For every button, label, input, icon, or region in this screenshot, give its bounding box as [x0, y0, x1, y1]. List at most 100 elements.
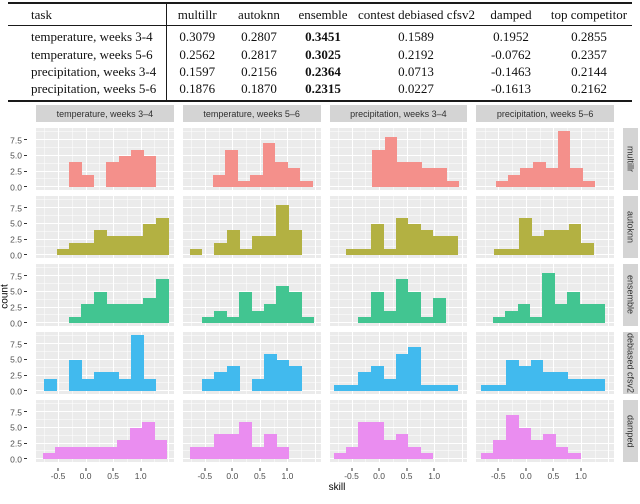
x-tick-label: 0.5 — [400, 471, 413, 481]
gridline-major-h — [476, 222, 614, 224]
gridline-major-v — [204, 196, 206, 258]
y-tick-label: 0.0 — [10, 249, 22, 260]
x-tick-mark — [406, 468, 408, 471]
histogram-bar — [383, 440, 397, 460]
gridline-major-h — [36, 186, 174, 188]
histogram-bar — [432, 384, 446, 392]
histogram-bar — [239, 291, 253, 324]
value-cell: 0.2162 — [571, 81, 607, 97]
histogram-bar — [81, 174, 95, 188]
gridline-major-h — [329, 426, 468, 428]
gridline-minor-h — [476, 131, 614, 133]
histogram-bar — [129, 427, 143, 460]
histogram-bar — [493, 384, 507, 392]
y-tick-label: 7.5 — [10, 406, 22, 417]
y-axis-ticks-row-1: 0.0 2.5 5.0 7.5 — [2, 196, 27, 260]
gridline-major-h — [182, 207, 321, 209]
gridline-minor-h — [329, 335, 468, 337]
table-header-cell-0: task — [8, 3, 167, 26]
gridline-major-v — [434, 264, 436, 326]
gridline-minor-v — [99, 400, 101, 462]
x-tick-label: 0.5 — [253, 471, 266, 481]
histogram-bar — [567, 291, 580, 324]
histogram-panel-r4-c0 — [36, 400, 174, 462]
gridline-minor-v — [154, 264, 156, 326]
gridline-major-v — [58, 332, 60, 394]
histogram-panel-r2-c2 — [329, 264, 468, 326]
value-cell: 0.1870 — [241, 81, 277, 97]
gridline-major-v — [525, 264, 527, 326]
histogram-bar — [264, 304, 277, 324]
gridline-major-h — [329, 411, 468, 413]
gridline-major-h — [36, 343, 174, 345]
histogram-bar — [370, 223, 384, 256]
histogram-panel-r0-c3 — [476, 128, 614, 190]
histogram-bar — [591, 304, 605, 324]
histogram-panel-r1-c1 — [182, 196, 321, 258]
gridline-major-v — [259, 264, 261, 326]
gridline-major-h — [182, 139, 321, 141]
histogram-bar — [69, 359, 82, 392]
gridline-minor-v — [420, 400, 422, 462]
histogram-bar — [81, 304, 95, 324]
histogram-bar — [276, 446, 290, 460]
gridline-minor-v — [44, 400, 46, 462]
table-row-1: temperature, weeks 5-6 0.2562 0.2817 0.3025… — [8, 45, 632, 63]
histogram-bar — [543, 434, 556, 460]
histogram-bar — [131, 334, 144, 392]
histogram-bar — [409, 162, 423, 188]
x-tick-label: -0.5 — [50, 471, 66, 481]
histogram-bar — [106, 372, 120, 392]
histogram-bar — [395, 353, 409, 392]
gridline-major-v — [140, 264, 142, 326]
histogram-bar — [264, 236, 277, 256]
gridline-minor-v — [447, 332, 449, 394]
histogram-bar — [446, 180, 460, 188]
gridline-minor-v — [246, 196, 248, 258]
gridline-major-h — [329, 139, 468, 141]
histogram-bar — [214, 310, 228, 324]
histogram-bar — [531, 236, 545, 256]
histogram-bar — [532, 162, 546, 188]
y-tick-mark — [24, 222, 27, 224]
histogram-bar — [118, 155, 132, 188]
histogram-bar — [481, 452, 494, 460]
histogram-bar — [131, 304, 144, 324]
histogram-bar — [226, 230, 240, 256]
facet-column-strip-3: precipitation, weeks 5–6 — [476, 105, 614, 122]
histogram-bar — [333, 384, 347, 392]
y-tick-label: 2.5 — [10, 438, 22, 449]
histogram-panel-r4-c3 — [476, 400, 614, 462]
gridline-minor-v — [484, 332, 486, 394]
gridline-minor-v — [365, 264, 367, 326]
gridline-major-v — [204, 264, 206, 326]
gridline-minor-v — [126, 332, 128, 394]
histogram-bar — [580, 242, 594, 256]
y-tick-mark — [24, 170, 27, 172]
histogram-bar — [67, 446, 81, 460]
histogram-bar — [420, 316, 434, 324]
gridline-minor-h — [36, 147, 174, 149]
y-tick-mark — [24, 207, 27, 209]
histogram-figure: count temperature, weeks 3–4 temperature,… — [0, 105, 638, 493]
y-tick-label: 5.0 — [10, 218, 22, 229]
y-tick-mark — [24, 426, 27, 428]
gridline-minor-h — [182, 131, 321, 133]
histogram-bar — [395, 217, 409, 256]
histogram-bar — [507, 174, 521, 188]
histogram-bar — [333, 452, 347, 460]
table-header-row: task multillr autoknn ensemble contest debia… — [8, 3, 632, 26]
y-tick-label: 7.5 — [10, 202, 22, 213]
histogram-bar — [408, 223, 421, 256]
histogram-bar — [106, 304, 120, 324]
y-tick-label: 7.5 — [10, 338, 22, 349]
histogram-bar — [154, 440, 168, 460]
gridline-major-v — [314, 400, 316, 462]
histogram-bar — [299, 180, 313, 188]
histogram-bar — [251, 310, 265, 324]
gridline-minor-v — [512, 128, 514, 190]
histogram-panel-r4-c1 — [182, 400, 321, 462]
histogram-bar — [143, 155, 157, 188]
y-tick-label: 7.5 — [10, 134, 22, 145]
